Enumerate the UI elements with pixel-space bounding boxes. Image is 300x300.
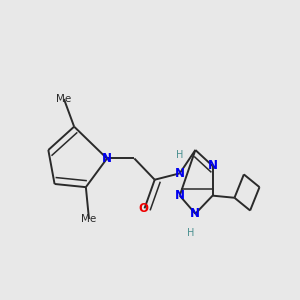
Text: Me: Me: [56, 94, 72, 104]
Text: Me: Me: [81, 214, 97, 224]
Text: H: H: [176, 150, 183, 160]
Text: H: H: [187, 228, 194, 238]
Text: N: N: [102, 152, 112, 165]
Text: O: O: [138, 202, 148, 215]
Text: N: N: [190, 207, 200, 220]
Text: N: N: [175, 167, 185, 180]
Text: N: N: [175, 189, 185, 202]
Text: N: N: [208, 159, 218, 172]
